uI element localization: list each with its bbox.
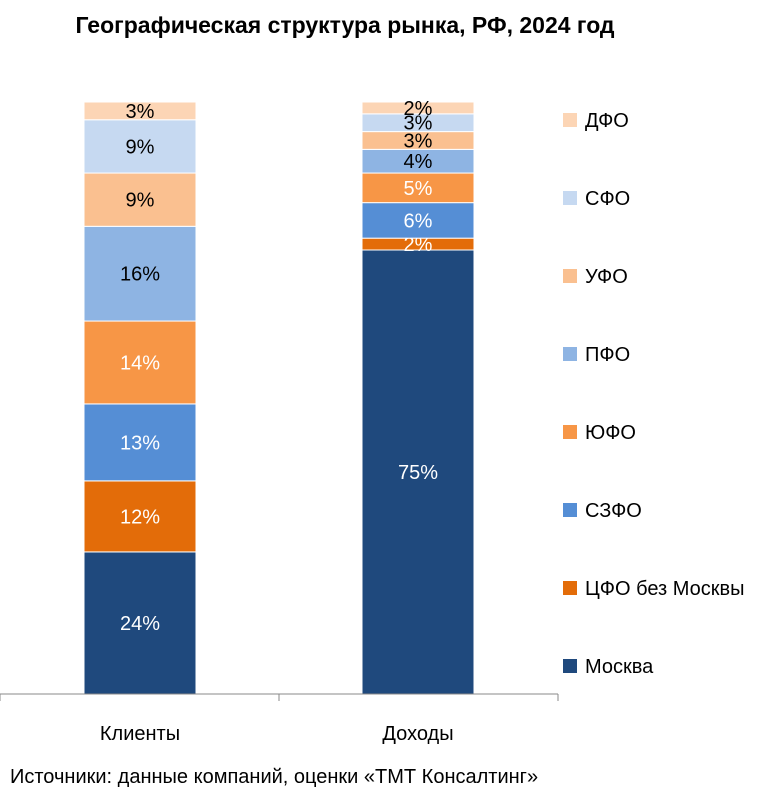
x-tick-label-1: Доходы	[382, 723, 453, 745]
bar-segment-Клиенты-7	[83, 101, 197, 121]
bar-segment-Клиенты-3	[83, 320, 197, 405]
legend-swatch-0	[563, 113, 577, 127]
data-label-Клиенты-6: 9%	[126, 136, 155, 158]
data-label-Клиенты-5: 9%	[126, 190, 155, 212]
bar-segment-Доходы-7	[361, 101, 475, 115]
legend-swatch-7	[563, 659, 577, 673]
data-label-Клиенты-2: 13%	[120, 432, 160, 454]
legend-swatch-4	[563, 425, 577, 439]
data-label-Доходы-0: 75%	[398, 462, 438, 484]
data-label-Доходы-7: 2%	[404, 98, 433, 120]
legend-label-6: ЦФО без Москвы	[585, 578, 745, 600]
legend-label-7: Москва	[585, 656, 654, 678]
legend-swatch-6	[563, 581, 577, 595]
legend-label-5: СЗФО	[585, 500, 642, 522]
data-label-Доходы-6: 3%	[404, 113, 433, 135]
legend-swatch-3	[563, 347, 577, 361]
bar-segment-Доходы-2	[361, 202, 475, 239]
data-label-Доходы-1: 2%	[404, 234, 433, 256]
chart-title: Географическая структура рынка, РФ, 2024…	[75, 12, 615, 38]
x-tick-label-0: Клиенты	[100, 723, 180, 745]
data-label-Клиенты-4: 16%	[120, 264, 160, 286]
bar-segment-Клиенты-0	[83, 551, 197, 695]
legend-swatch-2	[563, 269, 577, 283]
data-label-Доходы-3: 5%	[404, 178, 433, 200]
data-label-Клиенты-1: 12%	[120, 506, 160, 528]
legend-label-0: ДФО	[585, 110, 629, 132]
legend-swatch-1	[563, 191, 577, 205]
bar-segment-Клиенты-4	[83, 225, 197, 322]
bar-segment-Клиенты-2	[83, 403, 197, 482]
legend-label-3: ПФО	[585, 344, 630, 366]
legend-label-2: УФО	[585, 266, 628, 288]
source-note: Источники: данные компаний, оценки «ТМТ …	[10, 766, 539, 788]
bar-segment-Доходы-0	[361, 249, 475, 695]
bar-segment-Клиенты-5	[83, 172, 197, 227]
data-label-Клиенты-0: 24%	[120, 613, 160, 635]
data-label-Клиенты-3: 14%	[120, 352, 160, 374]
legend-label-1: СФО	[585, 188, 630, 210]
data-label-Доходы-4: 4%	[404, 151, 433, 173]
legend-swatch-5	[563, 503, 577, 517]
stacked-bar-chart: 24%12%13%14%16%9%9%3%Клиенты75%2%6%5%4%3…	[0, 98, 745, 745]
data-label-Доходы-2: 6%	[404, 210, 433, 232]
data-label-Доходы-5: 3%	[404, 130, 433, 152]
data-label-Клиенты-7: 3%	[126, 101, 155, 123]
bar-segment-Клиенты-6	[83, 119, 197, 174]
legend-label-4: ЮФО	[585, 422, 636, 444]
